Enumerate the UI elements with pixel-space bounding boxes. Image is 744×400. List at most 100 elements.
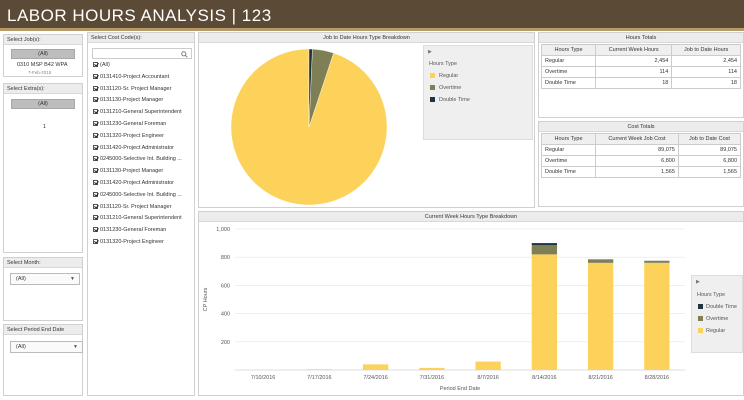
x-tick-label: 8/21/2016 [588, 375, 612, 381]
checkbox-checked[interactable] [93, 239, 98, 245]
x-tick-label: 7/17/2016 [307, 375, 331, 381]
cost-code-item[interactable]: 0131320-Project Engineer [93, 133, 164, 142]
cost-code-item[interactable]: 0131320-Project Engineer [93, 239, 164, 248]
jobs-filter-panel: Select Job(s): (All) 0310 MSP B42 WPA 7-… [3, 34, 83, 77]
table-cell: Overtime [541, 155, 596, 167]
bar-regular[interactable] [419, 367, 445, 370]
x-tick-label: 8/14/2016 [532, 375, 556, 381]
checkbox-checked[interactable] [93, 227, 98, 233]
checkbox-checked[interactable] [93, 191, 98, 197]
pie-legend-item[interactable]: Overtime [430, 85, 461, 91]
cost-code-item[interactable]: 0131210-General Superintendent [93, 215, 182, 224]
extra-item[interactable]: 1 [43, 124, 47, 130]
table-row: Overtime 114 114 [541, 66, 741, 78]
cost-totals-title: Cost Totals [539, 122, 743, 132]
bar-regular[interactable] [362, 364, 389, 370]
chevron-down-icon: ▼ [73, 344, 78, 350]
bar-legend-title: Hours Type [697, 292, 726, 298]
bar-overtime[interactable] [587, 259, 614, 263]
cost-code-item[interactable]: 0131130-Project Manager [93, 168, 163, 177]
bar-legend-item[interactable]: Double Time [698, 304, 737, 310]
cost-code-label: (All) [100, 62, 110, 68]
cost-code-label: 0131210-General Superintendent [100, 109, 182, 116]
legend-collapse-icon[interactable]: ▶ [696, 279, 700, 285]
cost-code-label: 0131210-General Superintendent [100, 215, 182, 222]
table-cell: Double Time [541, 77, 596, 89]
extras-all-button[interactable]: (All) [11, 99, 75, 109]
bar-chart-title: Current Week Hours Type Breakdown [199, 212, 743, 222]
pie-legend-item[interactable]: Double Time [430, 97, 470, 103]
cost-code-item[interactable]: 0245000-Selective Int. Building ... [93, 192, 182, 201]
checkbox-checked[interactable] [93, 144, 98, 150]
cost-code-item[interactable]: 0131120-Sr. Project Manager [93, 86, 171, 95]
pie-chart-title: Job to Date Hours Type Breakdown [199, 33, 534, 43]
period-dropdown-value: (All) [16, 344, 26, 350]
checkbox-checked[interactable] [93, 85, 98, 91]
bar-regular[interactable] [644, 262, 670, 370]
bar-double-time[interactable] [531, 243, 558, 246]
cost-code-label: 0131420-Project Administrator [100, 144, 174, 151]
checkbox-checked[interactable] [93, 73, 98, 79]
pie-slice-double-time[interactable] [308, 48, 313, 128]
table-cell: 1,565 [677, 166, 742, 178]
hours-totals-panel: Hours Totals Hours Type Current Week Hou… [538, 32, 744, 118]
checkbox-checked[interactable] [93, 215, 98, 221]
cost-code-search-input[interactable] [92, 48, 192, 59]
cost-code-label: 0131320-Project Engineer [100, 132, 164, 139]
job-item[interactable]: 0310 MSP B42 WPA [17, 62, 68, 68]
checkbox-checked[interactable] [93, 132, 98, 138]
checkbox-checked[interactable] [93, 121, 98, 127]
x-tick-label: 7/24/2016 [363, 375, 387, 381]
cost-code-item[interactable]: 0131130-Project Manager [93, 97, 163, 106]
cost-code-label: 0131120-Sr. Project Manager [100, 85, 172, 92]
checkbox-checked[interactable] [93, 168, 98, 174]
cost-code-label: 0131130-Project Manager [100, 97, 164, 104]
bar-legend-item[interactable]: Overtime [698, 316, 728, 322]
column-header: Job to Date Cost [677, 133, 742, 145]
bar-regular[interactable] [587, 262, 614, 370]
cost-code-item[interactable]: 0131420-Project Administrator [93, 145, 174, 154]
period-filter-title: Select Period End Date [4, 325, 82, 335]
bar-legend-item[interactable]: Regular [698, 328, 725, 334]
cost-code-item[interactable]: 0245000-Selective Int. Building ... [93, 156, 182, 165]
checkbox-checked[interactable] [93, 180, 98, 186]
month-dropdown[interactable]: (All) ▼ [10, 273, 80, 285]
cost-code-item[interactable]: (All) [93, 62, 110, 71]
cost-code-label: 0131320-Project Engineer [100, 239, 164, 245]
column-header: Job to Date Hours [671, 44, 741, 56]
chevron-down-icon: ▼ [70, 276, 75, 282]
cost-code-label: 0131230-General Foreman [100, 121, 167, 127]
cost-code-item[interactable]: 0131230-General Foreman [93, 227, 166, 236]
cost-code-filter-title: Select Cost Code(s): [88, 33, 194, 43]
x-tick-label: 7/31/2016 [420, 375, 444, 381]
bar-regular[interactable] [475, 361, 501, 370]
pie-legend-item[interactable]: Regular [430, 73, 458, 79]
cost-code-item[interactable]: 0131420-Project Administrator [93, 180, 174, 189]
bar-regular[interactable] [306, 369, 333, 370]
checkbox-checked[interactable] [93, 156, 98, 162]
bar-overtime[interactable] [531, 245, 558, 255]
legend-collapse-icon[interactable]: ▶ [428, 49, 432, 55]
table-cell: 114 [594, 66, 673, 78]
jobs-all-button[interactable]: (All) [11, 49, 75, 59]
table-cell: 18 [594, 77, 673, 89]
table-cell: Regular [541, 55, 596, 67]
cost-code-label: 0131120-Sr. Project Manager [100, 203, 172, 210]
cost-code-item[interactable]: 0131410-Project Accountant [93, 74, 169, 83]
month-filter-panel: Select Month: (All) ▼ [3, 257, 83, 321]
table-cell: 6,800 [595, 155, 679, 167]
cost-code-item[interactable]: 0131120-Sr. Project Manager [93, 204, 171, 213]
cost-code-item[interactable]: 0131210-General Superintendent [93, 109, 182, 118]
period-dropdown[interactable]: (All) ▼ [10, 341, 83, 353]
x-tick-label: 8/28/2016 [645, 375, 669, 381]
bar-regular[interactable] [531, 254, 558, 370]
checkbox-checked[interactable] [93, 109, 98, 115]
bar-chart-panel: Current Week Hours Type Breakdown 200 400… [198, 211, 744, 396]
cost-code-label: 0131420-Project Administrator [100, 180, 174, 186]
bar-overtime[interactable] [644, 260, 670, 263]
checkbox-checked[interactable] [93, 203, 98, 209]
checkbox-checked[interactable] [93, 62, 98, 68]
cost-code-item[interactable]: 0131230-General Foreman [93, 121, 166, 130]
checkbox-checked[interactable] [93, 97, 98, 103]
table-cell: 1,565 [595, 166, 679, 178]
